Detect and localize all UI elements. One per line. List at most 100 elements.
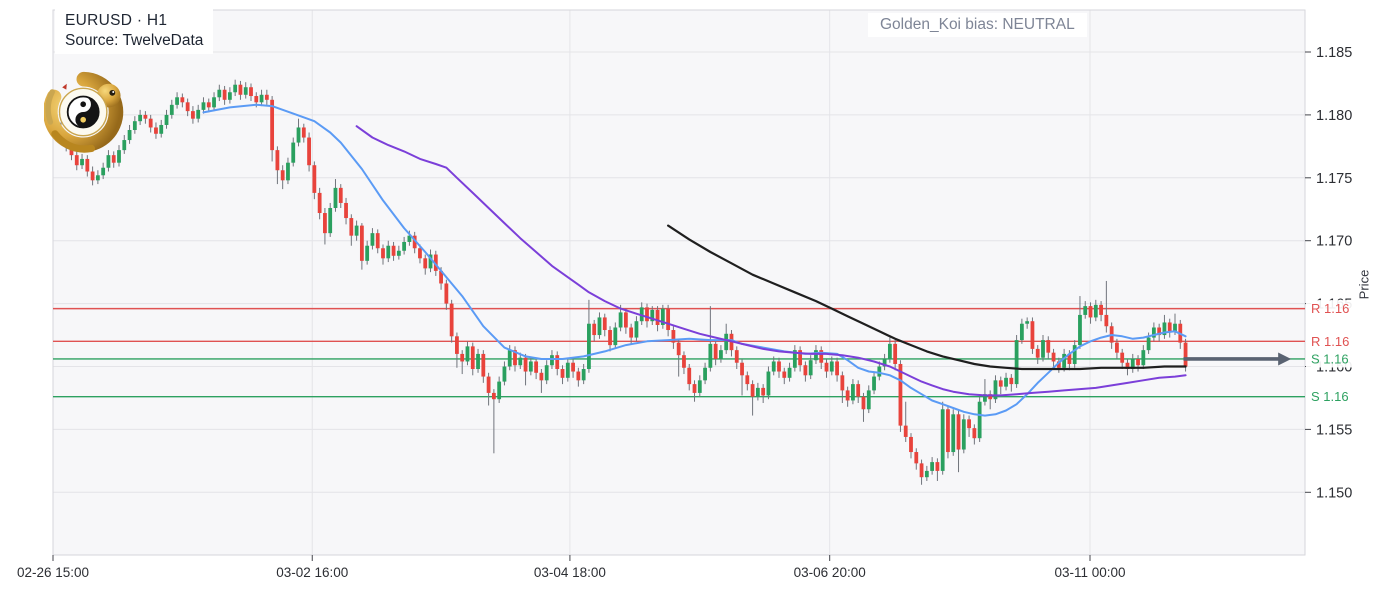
candle-body — [792, 350, 797, 368]
candle-body — [861, 396, 866, 410]
candle-body — [1014, 340, 1019, 385]
candle-body — [175, 97, 179, 105]
candle-body — [1130, 358, 1135, 370]
candle-body — [301, 127, 306, 138]
candle-body — [217, 89, 222, 98]
candle-body — [159, 124, 164, 134]
candle-body — [528, 361, 533, 372]
candle-body — [592, 323, 597, 336]
candle-body — [1056, 361, 1061, 368]
candle-body — [597, 317, 602, 336]
candle-body — [1051, 352, 1056, 362]
candle-body — [106, 155, 111, 168]
candle-body — [1141, 350, 1146, 366]
candle-body — [555, 355, 560, 370]
candle-body — [824, 362, 829, 372]
candle-body — [317, 192, 322, 214]
candle-body — [243, 87, 248, 95]
y-tick-label: 1.150 — [1316, 485, 1352, 501]
candle-body — [909, 436, 913, 453]
candle-body — [655, 309, 660, 325]
candle-body — [803, 365, 808, 376]
candle-body — [1025, 321, 1030, 324]
candle-body — [676, 342, 681, 356]
candle-body — [507, 350, 512, 367]
candle-body — [428, 254, 433, 269]
candle-body — [924, 470, 929, 478]
candle-body — [1041, 340, 1045, 358]
x-tick-label: 03-06 20:00 — [794, 565, 866, 580]
candle-body — [111, 155, 116, 163]
candle-body — [460, 353, 465, 362]
symbol-timeframe-title: EURUSD · H1 — [65, 12, 168, 29]
candle-body — [85, 158, 90, 172]
candle-body — [946, 409, 950, 453]
candle-body — [988, 394, 993, 400]
ma-medium-line — [355, 125, 1187, 397]
candle-body — [1078, 314, 1082, 346]
data-source-label: Source: TwelveData — [65, 32, 204, 49]
candle-body — [1088, 306, 1093, 318]
candle-body — [898, 363, 903, 426]
candle-body — [1115, 342, 1119, 353]
candle-body — [967, 419, 971, 429]
candle-body — [365, 245, 370, 261]
candle-body — [264, 94, 269, 100]
candle-body — [396, 250, 401, 256]
candle-body — [623, 312, 628, 328]
candle-body — [1099, 304, 1103, 315]
candle-body — [750, 384, 755, 397]
candle-body — [1062, 353, 1067, 368]
candle-body — [782, 371, 787, 378]
candle-body — [164, 114, 169, 125]
candle-body — [201, 102, 206, 110]
candle-body — [470, 346, 475, 370]
level-label-bg — [1306, 350, 1356, 368]
golden-koi-logo — [43, 61, 126, 163]
candle-body — [476, 353, 480, 370]
support-label: S 1.16 — [1311, 351, 1349, 366]
candle-body — [117, 150, 121, 163]
candle-body — [180, 97, 185, 103]
candle-body — [449, 303, 454, 337]
candle-body — [233, 84, 238, 93]
candle-body — [1173, 323, 1177, 332]
candle-body — [423, 258, 428, 269]
candle-body — [634, 321, 639, 338]
candle-body — [132, 121, 137, 130]
candle-body — [370, 233, 375, 246]
candle-body — [550, 355, 554, 366]
x-tick-label: 02-26 15:00 — [17, 565, 89, 580]
candle-body — [323, 213, 327, 234]
candle-body — [951, 414, 956, 453]
candle-body — [1183, 342, 1188, 367]
candle-body — [122, 140, 127, 151]
candle-body — [650, 309, 655, 322]
level-label-bg — [1306, 300, 1356, 318]
candle-body — [391, 245, 396, 256]
candle-body — [682, 355, 686, 368]
candle-body — [412, 235, 417, 249]
candle-body — [972, 428, 977, 439]
candle-body — [138, 114, 143, 122]
candle-body — [808, 360, 813, 376]
candle-body — [887, 343, 892, 359]
candle-body — [328, 207, 333, 234]
y-tick-label: 1.175 — [1316, 171, 1352, 187]
candle-body — [560, 369, 565, 378]
candle-body — [386, 245, 391, 259]
candle-body — [101, 167, 106, 176]
y-tick-label: 1.170 — [1316, 234, 1352, 250]
candle-body — [280, 170, 285, 181]
candle-body — [587, 323, 591, 370]
candle-body — [851, 384, 855, 401]
candle-body — [639, 307, 644, 322]
candle-body — [275, 150, 280, 171]
candle-body — [766, 371, 771, 396]
candle-body — [497, 381, 502, 400]
candle-body — [433, 254, 438, 271]
candle-body — [977, 401, 982, 439]
level-label-bg — [1306, 388, 1356, 406]
